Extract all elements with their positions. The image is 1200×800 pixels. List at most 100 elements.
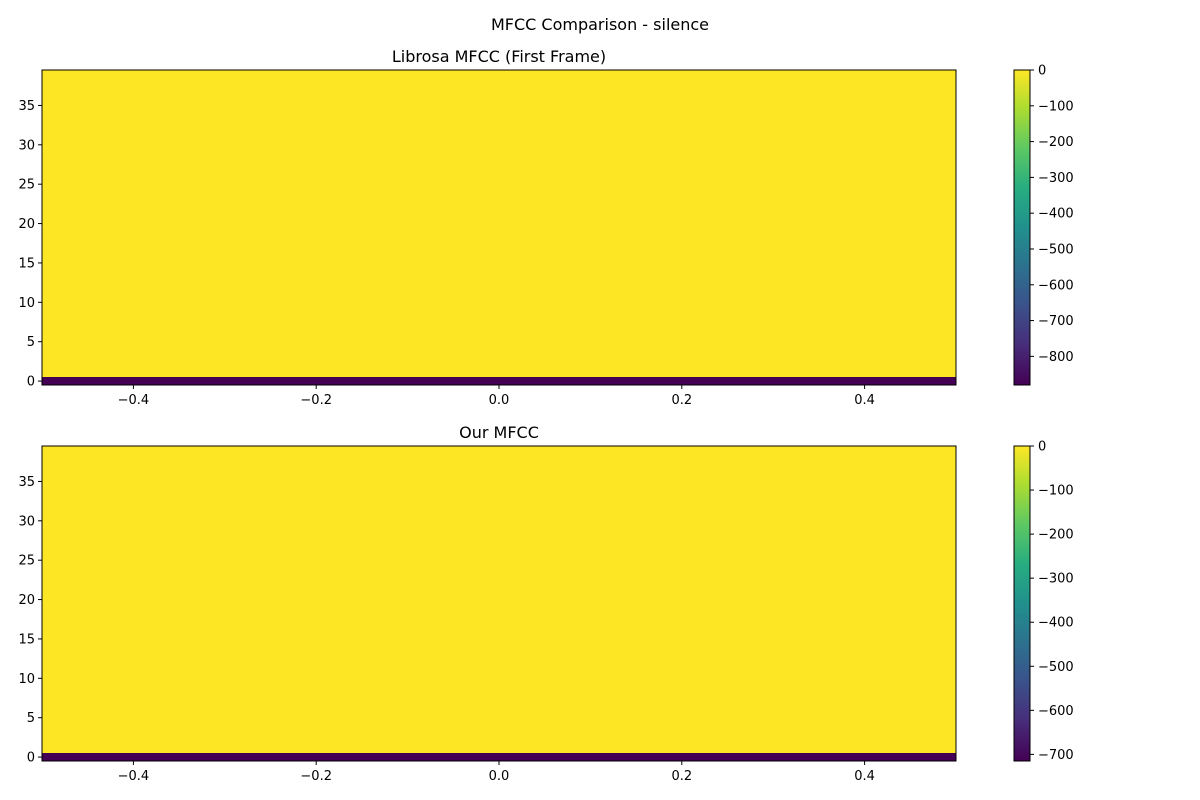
heatmap-cell — [42, 540, 956, 549]
heatmap-cell — [42, 235, 956, 244]
heatmap-cell — [42, 377, 956, 385]
heatmap-cell — [42, 322, 956, 330]
colorbar-tick-label: −200 — [1038, 528, 1074, 543]
heatmap-cell — [42, 737, 956, 746]
heatmap-cell — [42, 361, 956, 370]
colorbar-tick-label: −600 — [1038, 704, 1074, 719]
heatmap-cell — [42, 329, 956, 338]
heatmap-cell — [42, 156, 956, 165]
y-tick-label: 35 — [18, 99, 35, 114]
y-tick-label: 25 — [18, 554, 35, 569]
colorbar-tick-label: −800 — [1038, 350, 1074, 365]
x-tick-label: 0.2 — [671, 393, 692, 408]
heatmap-cell — [42, 619, 956, 628]
heatmap-cell — [42, 509, 956, 517]
colorbar-tick-label: −600 — [1038, 278, 1074, 293]
heatmap-cell — [42, 548, 956, 557]
heatmap-cell — [42, 501, 956, 509]
heatmap-cell — [42, 282, 956, 291]
colorbar-tick-label: −300 — [1038, 171, 1074, 186]
heatmap-cell — [42, 635, 956, 643]
colorbar-tick-label: 0 — [1038, 440, 1046, 455]
heatmap-cell — [42, 203, 956, 212]
heatmap-cell — [42, 446, 956, 454]
heatmap-cell — [42, 251, 956, 259]
heatmap-cell — [42, 469, 956, 478]
colorbar — [1014, 446, 1030, 761]
heatmap-cell — [42, 274, 956, 283]
heatmap-cell — [42, 93, 956, 102]
x-tick-label: −0.4 — [118, 769, 150, 784]
y-tick-label: 30 — [18, 514, 35, 529]
heatmap-cell — [42, 164, 956, 173]
heatmap-cell — [42, 196, 956, 204]
colorbar-frame — [1013, 445, 1031, 762]
y-tick-label: 25 — [18, 178, 35, 193]
colorbar-tick-label: −200 — [1038, 135, 1074, 150]
heatmap-cell — [42, 611, 956, 620]
heatmap-cell — [42, 227, 956, 236]
x-tick-label: −0.2 — [300, 769, 332, 784]
y-tick-label: 20 — [18, 217, 35, 232]
x-tick-label: −0.4 — [118, 393, 150, 408]
heatmap-cell — [42, 369, 956, 378]
y-tick-label: 5 — [27, 711, 35, 726]
heatmap-cell — [42, 172, 956, 181]
heatmap-cell — [42, 188, 956, 196]
panel-title: Librosa MFCC (First Frame) — [392, 47, 606, 66]
colorbar-tick-label: −300 — [1038, 572, 1074, 587]
heatmap-cell — [42, 572, 956, 580]
colorbar-tick-label: −700 — [1038, 748, 1074, 763]
heatmap-cell — [42, 493, 956, 502]
x-tick-label: 0.4 — [854, 393, 875, 408]
y-tick-label: 10 — [18, 672, 35, 687]
heatmap-cell — [42, 70, 956, 78]
colorbar-tick-label: −500 — [1038, 660, 1074, 675]
y-tick-label: 0 — [27, 751, 35, 766]
heatmap-cell — [42, 109, 956, 118]
colorbar-tick-label: −400 — [1038, 616, 1074, 631]
heatmap-cell — [42, 353, 956, 362]
heatmap-cell — [42, 627, 956, 635]
colorbar-tick-label: −700 — [1038, 314, 1074, 329]
heatmap-cell — [42, 705, 956, 714]
heatmap-cell — [42, 117, 956, 126]
heatmap-cell — [42, 721, 956, 730]
heatmap-cell — [42, 595, 956, 604]
librosa-mfcc-panel: Librosa MFCC (First Frame) −0.4 −0.2 0.0 0.2… — [18, 47, 1073, 408]
colorbar-tick-label: −100 — [1038, 484, 1074, 499]
heatmap-cell — [42, 290, 956, 299]
heatmap-cell — [42, 461, 956, 470]
heatmap-cell — [42, 259, 956, 267]
colorbar — [1014, 70, 1030, 385]
heatmap-cell — [42, 666, 956, 675]
heatmap-cell — [42, 579, 956, 588]
colorbar-tick-label: 0 — [1038, 64, 1046, 79]
heatmap-cell — [42, 674, 956, 683]
heatmap-cell — [42, 485, 956, 494]
heatmap-cell — [42, 690, 956, 698]
y-tick-label: 15 — [18, 256, 35, 271]
heatmap-cell — [42, 211, 956, 220]
heatmap-cell — [42, 314, 956, 322]
heatmap-cell — [42, 650, 956, 659]
heatmap-cell — [42, 642, 956, 651]
colorbar-frame — [1013, 69, 1031, 386]
heatmap-cell — [42, 101, 956, 110]
x-tick-label: 0.4 — [854, 769, 875, 784]
heatmap-cell — [42, 125, 956, 133]
heatmap-cell — [42, 729, 956, 738]
our-mfcc-panel: Our MFCC −0.4 −0.2 0.0 0.2 0.4 0 5 10 15 20 25 30 35 0… — [18, 423, 1073, 784]
heatmap-cell — [42, 524, 956, 533]
x-tick-label: −0.2 — [300, 393, 332, 408]
y-tick-label: 30 — [18, 138, 35, 153]
heatmap-cell — [42, 516, 956, 525]
y-tick-label: 35 — [18, 475, 35, 490]
y-tick-label: 20 — [18, 593, 35, 608]
heatmap-cell — [42, 453, 956, 462]
heatmap-cell — [42, 266, 956, 275]
heatmap-cell — [42, 140, 956, 149]
heatmap-cell — [42, 564, 956, 572]
heatmap-cell — [42, 148, 956, 157]
